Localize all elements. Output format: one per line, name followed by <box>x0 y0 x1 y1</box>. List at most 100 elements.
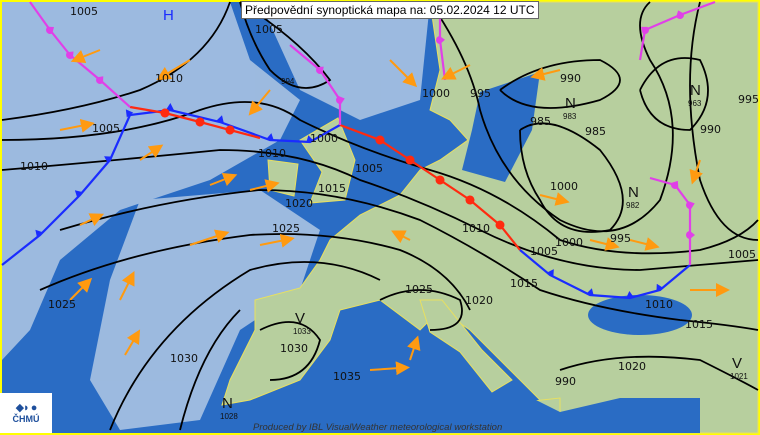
pressure-center-value: 963 <box>688 99 702 108</box>
pressure-center-N: N <box>628 184 639 201</box>
wind-arrow <box>139 144 164 161</box>
isobar-label: 1010 <box>258 147 286 160</box>
wind-arrows <box>59 49 730 376</box>
isobar-label: 1005 <box>92 122 120 135</box>
wind-arrow <box>369 361 410 376</box>
isobar-label: 1000 <box>422 87 450 100</box>
map-title: Předpovědní synoptická mapa na: 05.02.20… <box>241 1 539 19</box>
isobar-label: 1020 <box>618 360 646 373</box>
isobar-label: 1005 <box>355 162 383 175</box>
warm-front <box>129 105 261 140</box>
isobar-label: 990 <box>700 123 721 136</box>
pressure-center-value: 983 <box>563 112 577 121</box>
wind-arrow <box>189 229 230 246</box>
isobar-label: 1000 <box>310 132 338 145</box>
wind-arrow <box>124 329 141 356</box>
isobar-line <box>239 1 332 89</box>
occluded-front <box>29 1 131 108</box>
isobar-label: 1015 <box>318 182 346 195</box>
wind-arrow <box>119 271 135 301</box>
isobar-label: 1010 <box>462 222 490 235</box>
isobar-label: 1020 <box>465 294 493 307</box>
wind-arrow <box>249 179 280 193</box>
isobar-label: 1000 <box>550 180 578 193</box>
isobar-label: 1030 <box>280 342 308 355</box>
isobar-label: 1005 <box>530 245 558 258</box>
pressure-center-N: N <box>565 95 576 112</box>
isobar-labels: 1005 1010 1005 1010 1020 1025 1025 1030 1015 1010… <box>20 5 759 388</box>
wind-arrow <box>79 213 105 227</box>
isobar-label: 990 <box>555 375 576 388</box>
wind-arrow <box>407 335 421 361</box>
isobar-label: 990 <box>560 72 581 85</box>
pressure-center-value: 1021 <box>730 372 748 381</box>
isobar-label: 1025 <box>272 222 300 235</box>
pressure-center-N: N <box>690 82 701 99</box>
wind-arrow <box>539 192 570 206</box>
isobar-line <box>429 1 674 233</box>
logo-mark: ◆◗ ● <box>15 402 38 414</box>
italy <box>419 299 513 393</box>
credit-text: Produced by IBL VisualWeather meteorolog… <box>253 422 503 433</box>
pressure-center-value: 1033 <box>293 327 311 336</box>
wind-arrow <box>441 64 471 80</box>
wind-arrow <box>629 237 660 251</box>
isobar-label: 1010 <box>645 298 673 311</box>
isobar-label: 995 <box>470 87 491 100</box>
wind-arrow <box>530 67 561 81</box>
isobar-label: 1015 <box>510 277 538 290</box>
wind-arrow <box>156 59 191 81</box>
occluded-front <box>289 44 345 125</box>
isobar-line <box>179 309 241 431</box>
isobar-label: 995 <box>738 93 759 106</box>
isobar-line <box>259 321 321 381</box>
isobar-label: 1005 <box>70 5 98 18</box>
wind-arrow <box>209 172 238 186</box>
cold-front <box>519 249 691 300</box>
isobar-label: 985 <box>585 125 606 138</box>
pressure-center-value: 1028 <box>220 412 238 421</box>
pressure-center-V: V <box>732 355 742 372</box>
cold-front <box>1 103 341 266</box>
occluded-front <box>649 176 695 265</box>
isobar-label: 985 <box>530 115 551 128</box>
warm-front <box>339 123 521 251</box>
wind-arrow <box>589 237 620 251</box>
wind-arrow <box>70 49 101 64</box>
wind-arrow <box>248 89 271 116</box>
isobar-label: 1000 <box>555 236 583 249</box>
wind-arrow <box>69 277 93 301</box>
isobar-label: 1010 <box>155 72 183 85</box>
chmu-logo: ◆◗ ● ČHMÚ <box>0 393 52 433</box>
isobar-label: 1025 <box>48 298 76 311</box>
isobar-line <box>379 289 463 331</box>
pressure-center-N: N <box>222 395 233 412</box>
occluded-front <box>638 0 716 61</box>
isobar-label: 1010 <box>20 160 48 173</box>
isobar-label: 1035 <box>333 370 361 383</box>
isobar-label: 995 <box>610 232 631 245</box>
pressure-center-H: H <box>163 7 174 24</box>
isobar-line <box>639 57 709 131</box>
fronts <box>1 0 716 300</box>
logo-text: ČHMÚ <box>12 414 40 424</box>
isobar-label: 1020 <box>285 197 313 210</box>
wind-arrow <box>389 59 418 88</box>
isobar-line <box>109 261 381 431</box>
isobar-line <box>559 355 759 391</box>
pressure-center-value: 982 <box>626 201 640 210</box>
pressure-center-V: V <box>295 310 305 327</box>
wind-arrow <box>259 233 295 248</box>
wind-arrow <box>59 118 95 133</box>
isobar-label: 1025 <box>405 283 433 296</box>
isobar-label: 1015 <box>685 318 713 331</box>
wind-arrow <box>391 230 411 244</box>
isobar-label: 1005 <box>255 23 283 36</box>
isobar-label: 1030 <box>170 352 198 365</box>
isobar-label: 1005 <box>728 248 756 261</box>
wind-arrow <box>689 159 703 185</box>
pressure-center-value: 994 <box>281 77 295 86</box>
